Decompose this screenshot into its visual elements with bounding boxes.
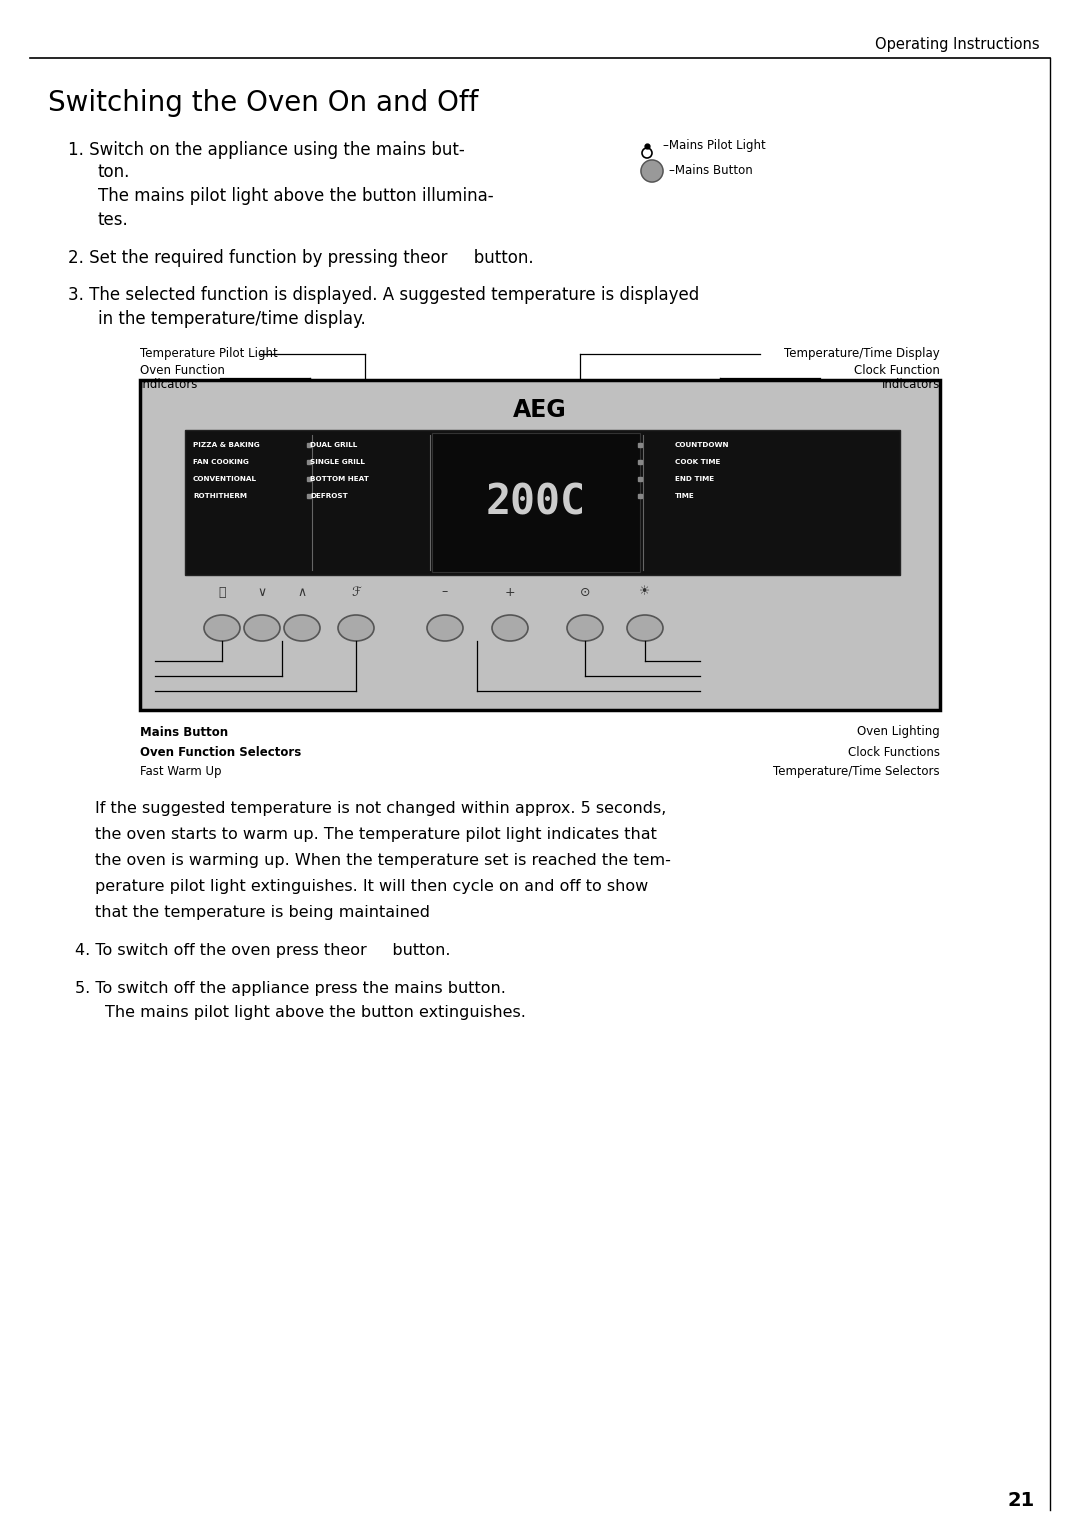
Text: the oven is warming up. When the temperature set is reached the tem-: the oven is warming up. When the tempera… [95, 853, 671, 867]
Text: Oven Lighting: Oven Lighting [858, 725, 940, 739]
Text: ⊙: ⊙ [580, 586, 591, 598]
Text: ∧: ∧ [297, 586, 307, 598]
Text: ℱ: ℱ [351, 586, 361, 598]
Text: CONVENTIONAL: CONVENTIONAL [193, 476, 257, 482]
Text: END TIME: END TIME [675, 476, 714, 482]
Text: ton.: ton. [98, 164, 131, 180]
Text: in the temperature/time display.: in the temperature/time display. [98, 310, 366, 329]
Text: BOTTOM HEAT: BOTTOM HEAT [310, 476, 369, 482]
Text: Temperature/Time Display: Temperature/Time Display [784, 347, 940, 361]
Text: Indicators: Indicators [140, 379, 199, 391]
Bar [432, 433, 640, 572]
Text: ☀: ☀ [639, 586, 650, 598]
Text: 2. Set the required function by pressing theor     button.: 2. Set the required function by pressing… [68, 249, 534, 268]
Text: ROTHITHERM: ROTHITHERM [193, 492, 247, 498]
Text: 5. To switch off the appliance press the mains button.: 5. To switch off the appliance press the… [75, 980, 505, 995]
Text: ⓞ: ⓞ [218, 586, 226, 598]
Text: –Mains Button: –Mains Button [669, 165, 753, 177]
Bar [185, 430, 900, 575]
Text: Temperature Pilot Light: Temperature Pilot Light [140, 347, 278, 361]
Text: The mains pilot light above the button illumina-: The mains pilot light above the button i… [98, 187, 494, 205]
Ellipse shape [338, 615, 374, 641]
Text: the oven starts to warm up. The temperature pilot light indicates that: the oven starts to warm up. The temperat… [95, 827, 657, 841]
Circle shape [642, 161, 663, 182]
Text: Switching the Oven On and Off: Switching the Oven On and Off [48, 89, 478, 118]
Text: AEG: AEG [513, 398, 567, 422]
Text: DEFROST: DEFROST [310, 492, 348, 498]
Text: If the suggested temperature is not changed within approx. 5 seconds,: If the suggested temperature is not chan… [95, 801, 666, 815]
Text: 3. The selected function is displayed. A suggested temperature is displayed: 3. The selected function is displayed. A… [68, 286, 699, 304]
Text: Fast Warm Up: Fast Warm Up [140, 766, 221, 778]
Text: Indicators: Indicators [881, 379, 940, 391]
Text: TIME: TIME [675, 492, 694, 498]
Text: 200C: 200C [486, 482, 586, 523]
Text: COUNTDOWN: COUNTDOWN [675, 442, 729, 448]
Text: that the temperature is being maintained: that the temperature is being maintained [95, 905, 430, 919]
Ellipse shape [244, 615, 280, 641]
Text: Clock Functions: Clock Functions [848, 746, 940, 758]
Text: COOK TIME: COOK TIME [675, 459, 720, 465]
Bar [140, 381, 940, 709]
Text: tes.: tes. [98, 211, 129, 229]
Text: –: – [442, 586, 448, 598]
Ellipse shape [204, 615, 240, 641]
Text: Temperature/Time Selectors: Temperature/Time Selectors [773, 766, 940, 778]
Text: 1. Switch on the appliance using the mains but-: 1. Switch on the appliance using the mai… [68, 141, 464, 159]
Text: ∨: ∨ [257, 586, 267, 598]
Ellipse shape [567, 615, 603, 641]
Text: Mains Button: Mains Button [140, 725, 228, 739]
Text: SINGLE GRILL: SINGLE GRILL [310, 459, 365, 465]
Text: The mains pilot light above the button extinguishes.: The mains pilot light above the button e… [105, 1005, 526, 1020]
Text: PIZZA & BAKING: PIZZA & BAKING [193, 442, 260, 448]
Text: DUAL GRILL: DUAL GRILL [310, 442, 357, 448]
Ellipse shape [427, 615, 463, 641]
Ellipse shape [492, 615, 528, 641]
Ellipse shape [284, 615, 320, 641]
Text: Operating Instructions: Operating Instructions [876, 37, 1040, 52]
Text: 21: 21 [1008, 1491, 1035, 1509]
Text: –Mains Pilot Light: –Mains Pilot Light [663, 139, 766, 153]
Text: +: + [504, 586, 515, 598]
Text: FAN COOKING: FAN COOKING [193, 459, 248, 465]
Text: Oven Function: Oven Function [140, 364, 225, 378]
Text: 4. To switch off the oven press theor     button.: 4. To switch off the oven press theor bu… [75, 942, 450, 957]
Ellipse shape [627, 615, 663, 641]
Text: Clock Function: Clock Function [854, 364, 940, 378]
Text: Oven Function Selectors: Oven Function Selectors [140, 746, 301, 758]
Text: perature pilot light extinguishes. It will then cycle on and off to show: perature pilot light extinguishes. It wi… [95, 879, 648, 893]
